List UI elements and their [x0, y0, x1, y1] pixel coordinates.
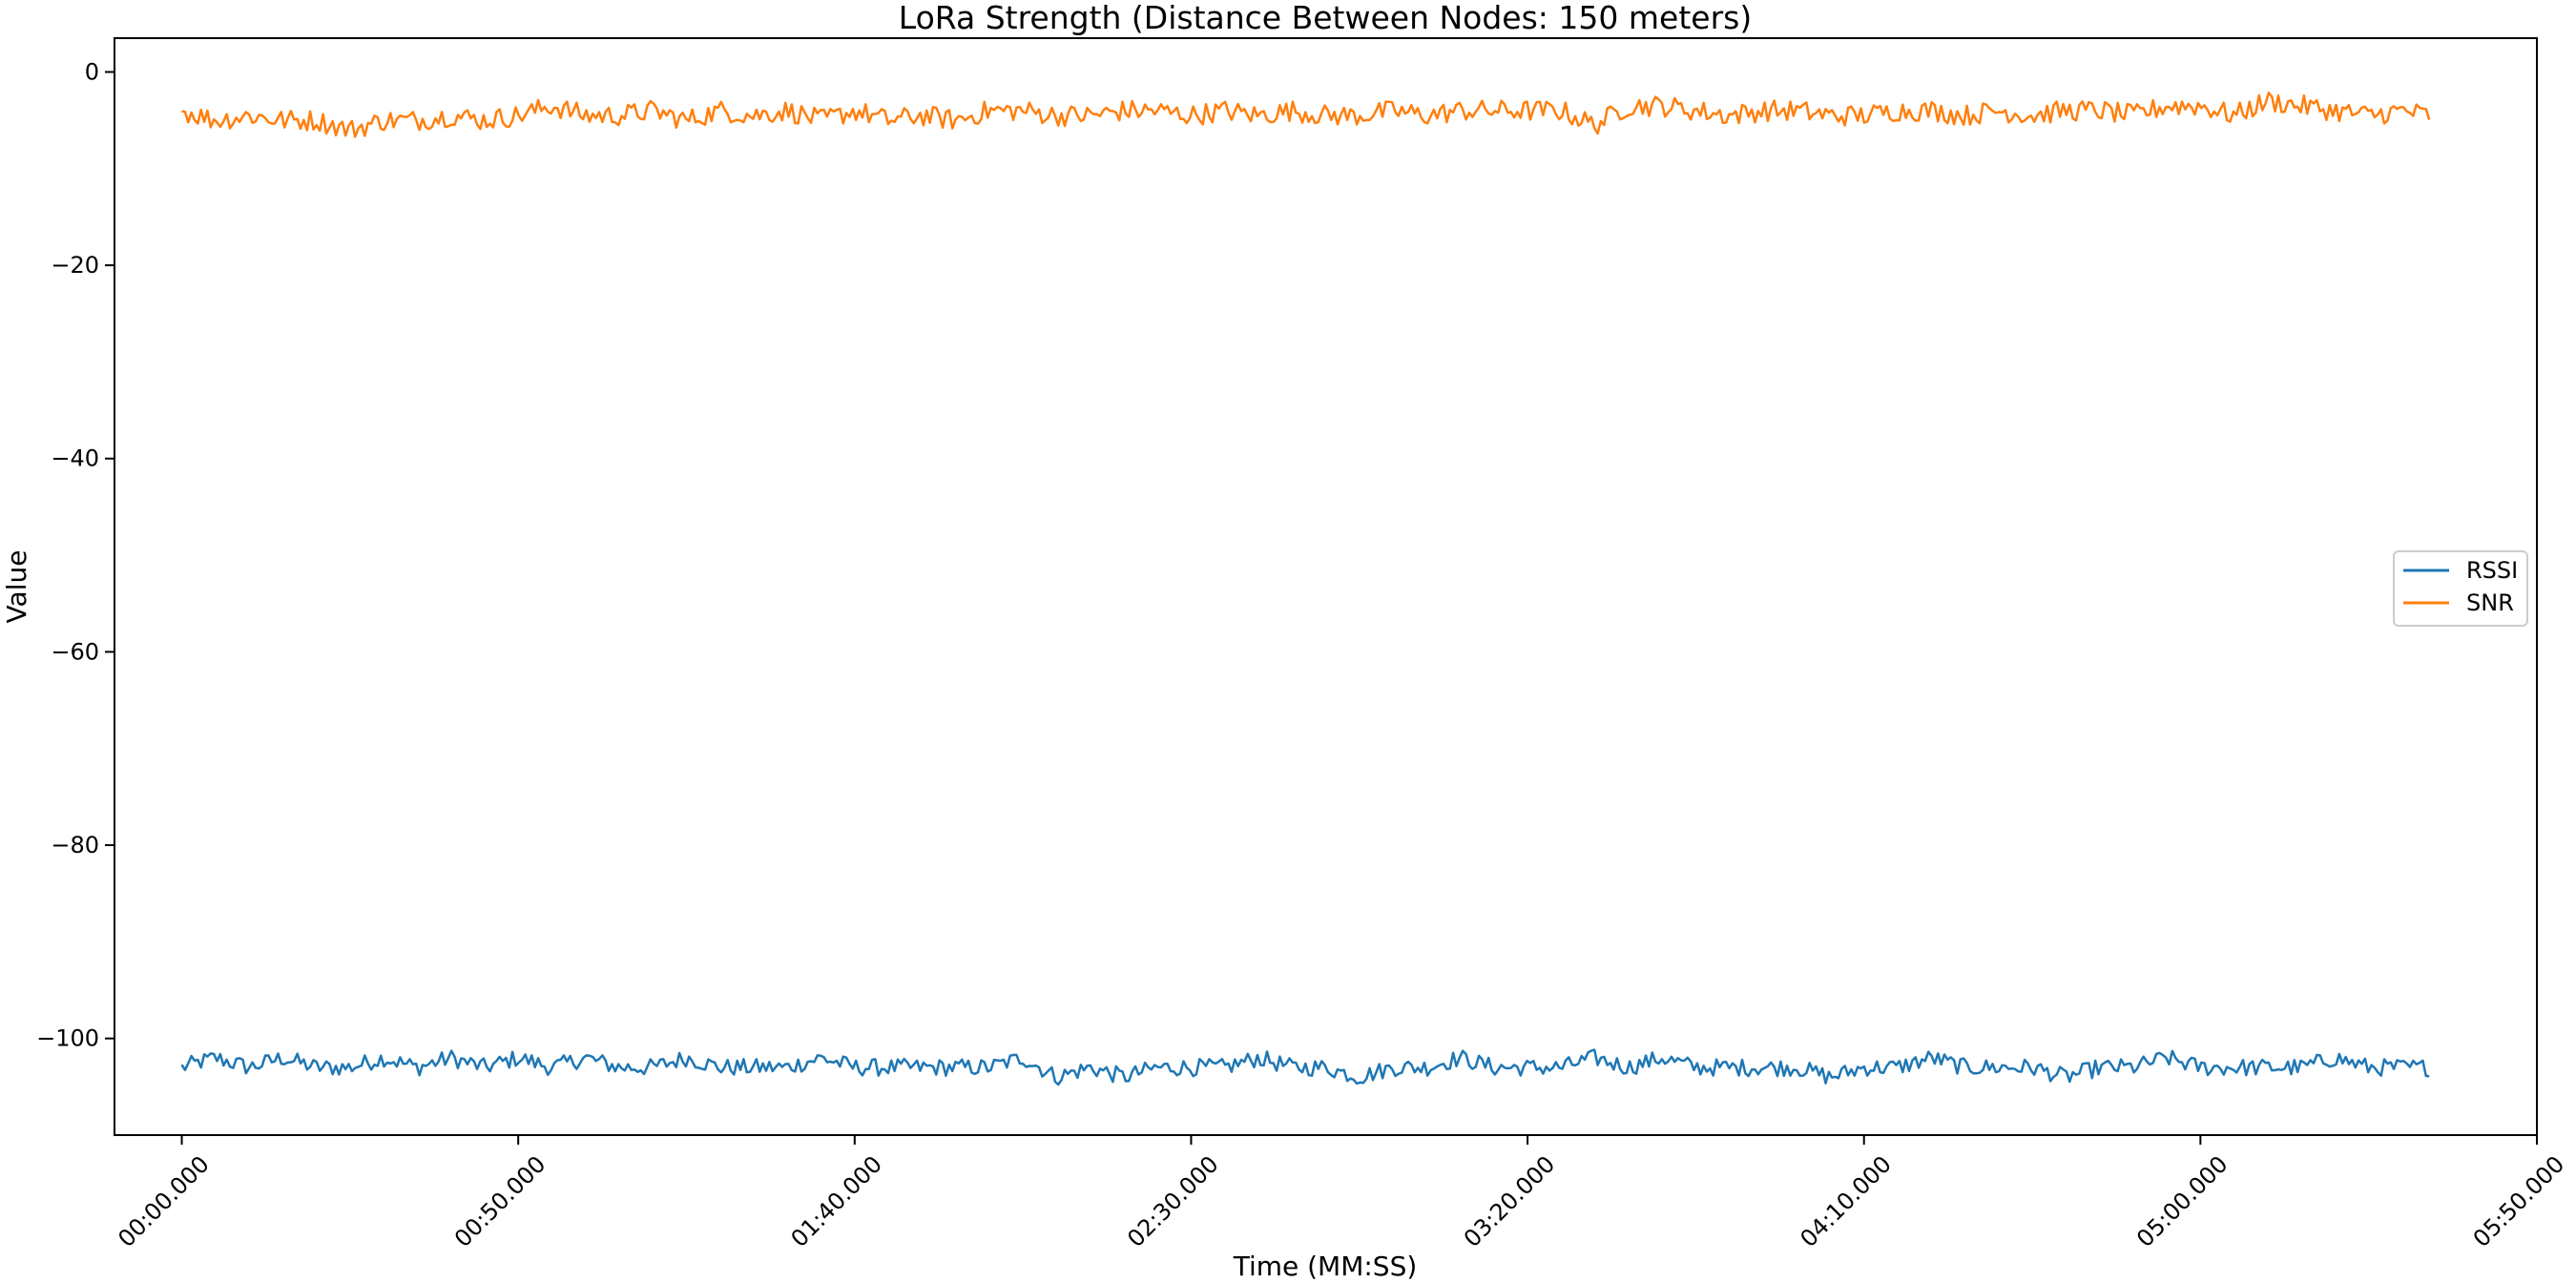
x-tick-label: 00:50.000 [449, 1150, 551, 1251]
x-axis: 00:00.000 00:50.000 01:40.000 02:30.000 03:2… [113, 1135, 2569, 1252]
y-tick-label: 0 [85, 58, 99, 85]
series-line-snr [181, 92, 2431, 138]
x-axis-label: Time (MM:SS) [1233, 1251, 1418, 1282]
y-tick-label: −40 [51, 445, 99, 472]
y-tick-label: −60 [51, 638, 99, 665]
series-line-rssi [180, 1048, 2430, 1086]
x-tick-label: 00:00.000 [113, 1150, 214, 1251]
x-tick-label: 03:20.000 [1459, 1150, 1560, 1251]
y-axis: 0 −20 −40 −60 −80 −100 [36, 58, 114, 1052]
chart-title: LoRa Strength (Distance Between Nodes: 1… [899, 0, 1752, 36]
x-tick-label: 02:30.000 [1122, 1150, 1223, 1251]
y-axis-label: Value [1, 550, 32, 624]
legend: RSSI SNR [2393, 550, 2528, 627]
plot-lines [180, 92, 2431, 1086]
x-tick-label: 04:10.000 [1795, 1150, 1896, 1251]
y-tick-label: −20 [51, 252, 99, 279]
y-tick-label: −100 [36, 1025, 99, 1052]
x-tick-label: 05:00.000 [2131, 1150, 2233, 1251]
plot-area-frame [114, 37, 2538, 1136]
legend-rssi-label: RSSI [2466, 557, 2518, 584]
legend-snr-label: SNR [2466, 589, 2514, 616]
y-tick-label: −80 [51, 832, 99, 858]
x-tick-label: 01:40.000 [786, 1150, 887, 1251]
x-tick-label: 05:50.000 [2468, 1150, 2569, 1251]
